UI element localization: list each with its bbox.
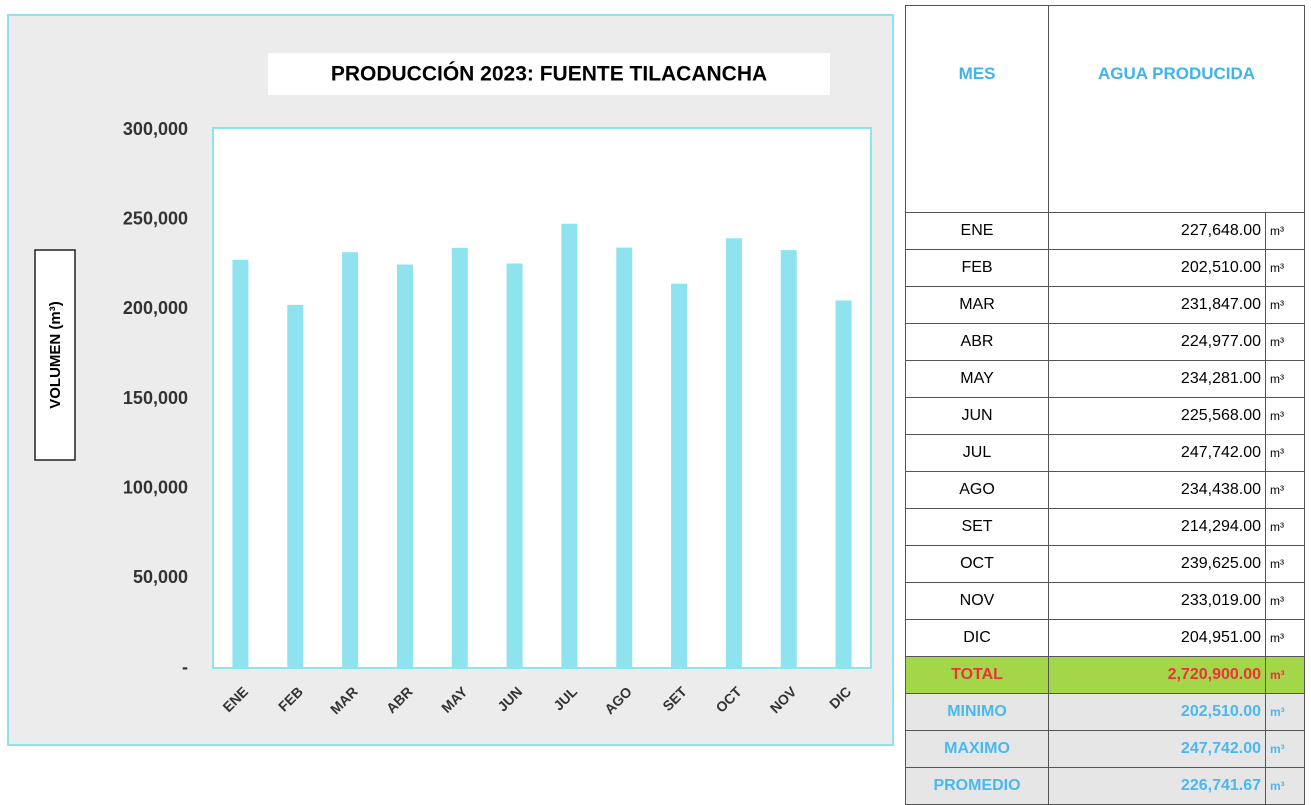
table-row: MAR 231,847.00 m³ [905, 286, 1305, 324]
table-row: NOV 233,019.00 m³ [905, 582, 1305, 620]
table-cell: FEB [905, 249, 1049, 287]
bar [561, 223, 578, 669]
table-cell: MAR [905, 286, 1049, 324]
table-cell: 224,977.00 [1048, 323, 1266, 361]
table-cell: m³ [1265, 249, 1305, 287]
table-cell: 226,741.67 [1048, 767, 1266, 805]
table-cell: 202,510.00 [1048, 249, 1266, 287]
table-cell: m³ [1265, 471, 1305, 509]
table-cell: 234,438.00 [1048, 471, 1266, 509]
table-cell: PROMEDIO [905, 767, 1049, 805]
table-cell: DIC [905, 619, 1049, 657]
table-row: ENE 227,648.00 m³ [905, 212, 1305, 250]
y-tick-label: 50,000 [133, 567, 188, 587]
bar [396, 264, 413, 668]
bar [725, 238, 742, 668]
table-cell: JUN [905, 397, 1049, 435]
table-cell: m³ [1265, 397, 1305, 435]
table-cell: m³ [1265, 212, 1305, 250]
table-cell: MAY [905, 360, 1049, 398]
table-cell: m³ [1265, 767, 1305, 805]
chart: PRODUCCIÓN 2023: FUENTE TILACANCHA VOLUM… [7, 14, 894, 746]
bar [780, 250, 797, 668]
bar [451, 247, 468, 668]
y-tick-label: 150,000 [123, 388, 188, 408]
table-cell: 227,648.00 [1048, 212, 1266, 250]
table-cell: JUL [905, 434, 1049, 472]
table-cell: SET [905, 508, 1049, 546]
table-row: MINIMO 202,510.00 m³ [905, 693, 1305, 731]
table-cell: m³ [1265, 730, 1305, 768]
table-cell: m³ [1265, 323, 1305, 361]
table-cell: AGUA PRODUCIDA [1048, 5, 1305, 213]
table-row: MAY 234,281.00 m³ [905, 360, 1305, 398]
table-row: ABR 224,977.00 m³ [905, 323, 1305, 361]
plot-area [212, 127, 872, 669]
y-axis-label: VOLUMEN (m³) [47, 301, 64, 409]
table-cell: MINIMO [905, 693, 1049, 731]
table-row: JUL 247,742.00 m³ [905, 434, 1305, 472]
table-cell: m³ [1265, 619, 1305, 657]
y-tick-label: - [182, 657, 188, 677]
table-cell: 2,720,900.00 [1048, 656, 1266, 694]
y-tick-label: 300,000 [123, 119, 188, 139]
table-cell: m³ [1265, 434, 1305, 472]
table-cell: m³ [1265, 508, 1305, 546]
table-cell: m³ [1265, 286, 1305, 324]
table-cell: NOV [905, 582, 1049, 620]
table-cell: OCT [905, 545, 1049, 583]
bar [616, 247, 633, 668]
table-cell: MES [905, 5, 1049, 213]
title-box [268, 53, 830, 95]
table-row: DIC 204,951.00 m³ [905, 619, 1305, 657]
table-row: JUN 225,568.00 m³ [905, 397, 1305, 435]
table-cell: TOTAL [905, 656, 1049, 694]
data-table: MES AGUA PRODUCIDA ENE 227,648.00 m³ FEB 202,5… [905, 5, 1305, 805]
table-row: FEB 202,510.00 m³ [905, 249, 1305, 287]
table-cell: ABR [905, 323, 1049, 361]
bar [671, 283, 688, 668]
table-cell: m³ [1265, 545, 1305, 583]
table-cell: 239,625.00 [1048, 545, 1266, 583]
y-tick-label: 200,000 [123, 298, 188, 318]
bar [342, 252, 359, 668]
page: PRODUCCIÓN 2023: FUENTE TILACANCHA VOLUM… [7, 5, 1305, 805]
table-row: PROMEDIO 226,741.67 m³ [905, 767, 1305, 805]
bar [506, 263, 523, 668]
bar [232, 259, 249, 668]
y-tick-label: 100,000 [123, 477, 188, 497]
table-row: MES AGUA PRODUCIDA [905, 5, 1305, 213]
bar [835, 300, 852, 668]
table-row: OCT 239,625.00 m³ [905, 545, 1305, 583]
table-row: MAXIMO 247,742.00 m³ [905, 730, 1305, 768]
table-cell: MAXIMO [905, 730, 1049, 768]
table-cell: m³ [1265, 693, 1305, 731]
table-cell: m³ [1265, 582, 1305, 620]
y-label-box [34, 249, 76, 461]
table-cell: 231,847.00 [1048, 286, 1266, 324]
table-cell: 214,294.00 [1048, 508, 1266, 546]
y-tick-label: 250,000 [123, 208, 188, 228]
table-row: SET 214,294.00 m³ [905, 508, 1305, 546]
table-cell: 225,568.00 [1048, 397, 1266, 435]
table-cell: ENE [905, 212, 1049, 250]
bar [287, 304, 304, 668]
table-cell: 202,510.00 [1048, 693, 1266, 731]
table-cell: 204,951.00 [1048, 619, 1266, 657]
table-cell: m³ [1265, 656, 1305, 694]
table-row: TOTAL 2,720,900.00 m³ [905, 656, 1305, 694]
table-cell: AGO [905, 471, 1049, 509]
table-cell: 233,019.00 [1048, 582, 1266, 620]
table-cell: 247,742.00 [1048, 434, 1266, 472]
table-cell: m³ [1265, 360, 1305, 398]
chart-title: PRODUCCIÓN 2023: FUENTE TILACANCHA [331, 62, 767, 86]
table-cell: 234,281.00 [1048, 360, 1266, 398]
table-cell: 247,742.00 [1048, 730, 1266, 768]
table-row: AGO 234,438.00 m³ [905, 471, 1305, 509]
